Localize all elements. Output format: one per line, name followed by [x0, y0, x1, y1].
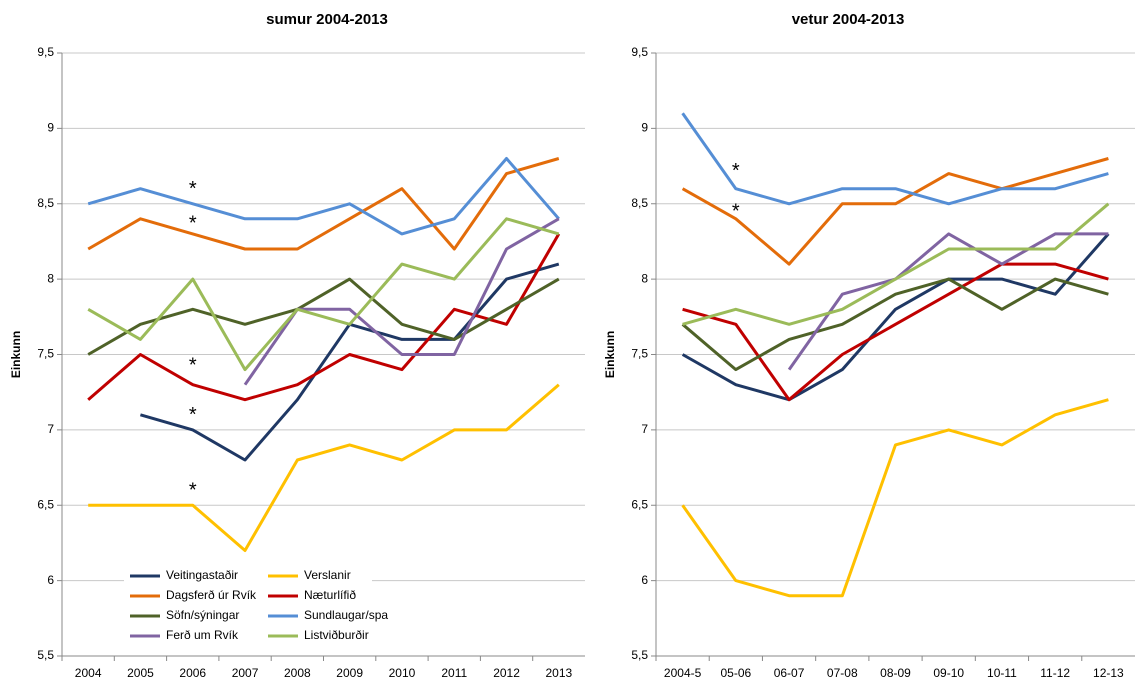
series-line — [682, 202, 1110, 326]
series-line — [682, 262, 1109, 402]
series-line — [243, 217, 560, 386]
series-line — [681, 398, 1109, 598]
y-tick-label: 8 — [641, 271, 648, 285]
series-line — [87, 277, 560, 356]
y-tick-label: 9,5 — [37, 45, 54, 59]
x-tick-label: 2007 — [232, 666, 259, 680]
x-tick-label: 2004 — [75, 666, 102, 680]
x-tick-label: 2010 — [389, 666, 416, 680]
legend-label: Söfn/sýningar — [166, 608, 239, 622]
y-tick-label: 5,5 — [37, 648, 54, 662]
y-tick-label: 5,5 — [631, 648, 648, 662]
legend-label: Næturlífið — [304, 588, 356, 602]
x-tick-label: 2009 — [336, 666, 363, 680]
legend-label: Veitingastaðir — [166, 568, 238, 582]
x-tick-label: 2006 — [179, 666, 206, 680]
y-tick-label: 9,5 — [631, 45, 648, 59]
annotation: * — [189, 178, 197, 200]
x-tick-label: 2005 — [127, 666, 154, 680]
y-tick-label: 7,5 — [37, 347, 54, 361]
y-axis-label: Einkunn — [603, 331, 617, 378]
x-tick-label: 09-10 — [933, 666, 964, 680]
series-line — [681, 112, 1109, 206]
x-tick-label: 12-13 — [1093, 666, 1124, 680]
y-tick-label: 7,5 — [631, 347, 648, 361]
annotation: * — [189, 213, 197, 235]
annotation: * — [189, 479, 197, 501]
series-line — [681, 232, 1110, 402]
chart-title: vetur 2004-2013 — [792, 11, 905, 28]
legend-label: Ferð um Rvík — [166, 628, 239, 642]
series-line — [681, 277, 1109, 372]
annotation: * — [732, 160, 740, 182]
series-line — [88, 383, 560, 552]
x-tick-label: 2013 — [545, 666, 572, 680]
x-tick-label: 11-12 — [1040, 666, 1070, 680]
y-tick-label: 8 — [47, 271, 54, 285]
series-line — [681, 157, 1109, 266]
x-tick-label: 2012 — [493, 666, 520, 680]
x-tick-label: 07-08 — [827, 666, 858, 680]
y-tick-label: 7 — [47, 422, 54, 436]
y-tick-label: 6 — [641, 573, 648, 587]
y-tick-label: 6,5 — [37, 497, 54, 511]
y-tick-label: 6 — [47, 573, 54, 587]
legend-label: Verslanir — [304, 568, 351, 582]
legend-box — [124, 564, 372, 648]
x-tick-label: 06-07 — [774, 666, 805, 680]
x-tick-label: 2008 — [284, 666, 311, 680]
x-tick-label: 05-06 — [720, 666, 751, 680]
x-tick-label: 08-09 — [880, 666, 911, 680]
series-line — [87, 217, 560, 372]
annotation: * — [189, 404, 197, 426]
legend-label: Dagsferð úr Rvík — [166, 588, 257, 602]
y-tick-label: 8,5 — [631, 196, 648, 210]
series-line — [87, 233, 561, 402]
y-tick-label: 7 — [641, 422, 648, 436]
x-tick-label: 2004-5 — [664, 666, 702, 680]
series-line — [787, 232, 1109, 371]
y-tick-label: 8,5 — [37, 196, 54, 210]
y-axis-label: Einkunn — [9, 331, 23, 378]
y-tick-label: 6,5 — [631, 497, 648, 511]
chart-title: sumur 2004-2013 — [266, 11, 388, 28]
x-tick-label: 2011 — [441, 666, 467, 680]
annotation: * — [732, 201, 740, 223]
x-tick-label: 10-11 — [987, 666, 1017, 680]
y-tick-label: 9 — [641, 121, 648, 135]
annotation: * — [189, 354, 197, 376]
series-line — [87, 157, 560, 251]
series-line — [87, 157, 560, 236]
legend-label: Listviðburðir — [304, 628, 369, 642]
y-tick-label: 9 — [47, 121, 54, 135]
legend-label: Sundlaugar/spa — [304, 608, 388, 622]
